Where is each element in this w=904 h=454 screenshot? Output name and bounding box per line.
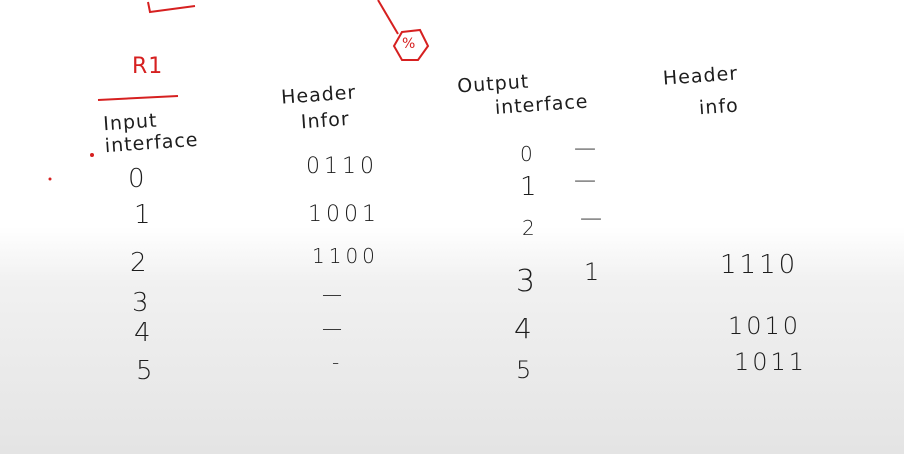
- output-interface-value: 4: [514, 312, 533, 345]
- red-dot: [48, 177, 52, 181]
- input-interface-value: 0: [128, 164, 146, 194]
- output-mark: 1: [584, 258, 601, 286]
- output-interface-value: 5: [516, 356, 533, 384]
- red-box-fragment: [147, 1, 196, 14]
- left-header-info-header: Header Infor: [280, 79, 359, 136]
- header-line-1: Header: [662, 62, 739, 90]
- router-label: R1: [132, 54, 164, 79]
- red-underline: [97, 95, 179, 101]
- header-line-2: info: [698, 94, 740, 120]
- left-header-value: 1001: [308, 202, 380, 227]
- input-interface-value: 3: [132, 288, 150, 318]
- left-header-value: -: [332, 350, 341, 374]
- output-mark: —: [574, 168, 597, 193]
- output-interface-value: 3: [516, 264, 537, 299]
- input-interface-header: Input interface: [103, 107, 200, 158]
- red-dot: [90, 153, 94, 157]
- input-interface-value: 1: [134, 200, 152, 230]
- output-mark: —: [574, 136, 597, 161]
- output-interface-value: 0: [520, 142, 534, 166]
- input-interface-value: 2: [130, 248, 148, 278]
- red-circle-mark: %: [402, 36, 417, 52]
- red-circle-shape: [392, 28, 430, 61]
- left-header-value: 1100: [312, 244, 379, 268]
- output-mark: —: [580, 206, 603, 231]
- output-interface-value: 2: [522, 216, 536, 240]
- right-header-info-header: Header info: [662, 57, 741, 126]
- right-header-value: 1010: [728, 312, 802, 340]
- left-header-value: 0110: [306, 154, 378, 179]
- left-header-value: —: [322, 316, 343, 340]
- input-interface-value: 5: [136, 356, 154, 386]
- header-line-2: Infor: [300, 107, 351, 134]
- left-header-value: —: [322, 282, 343, 306]
- output-interface-header: Output interface: [456, 66, 590, 123]
- output-interface-value: 1: [520, 172, 538, 202]
- right-header-value: 1110: [720, 250, 799, 280]
- red-arrow-line: [377, 0, 399, 35]
- input-interface-value: 4: [134, 318, 152, 348]
- right-header-value: 1011: [734, 348, 808, 376]
